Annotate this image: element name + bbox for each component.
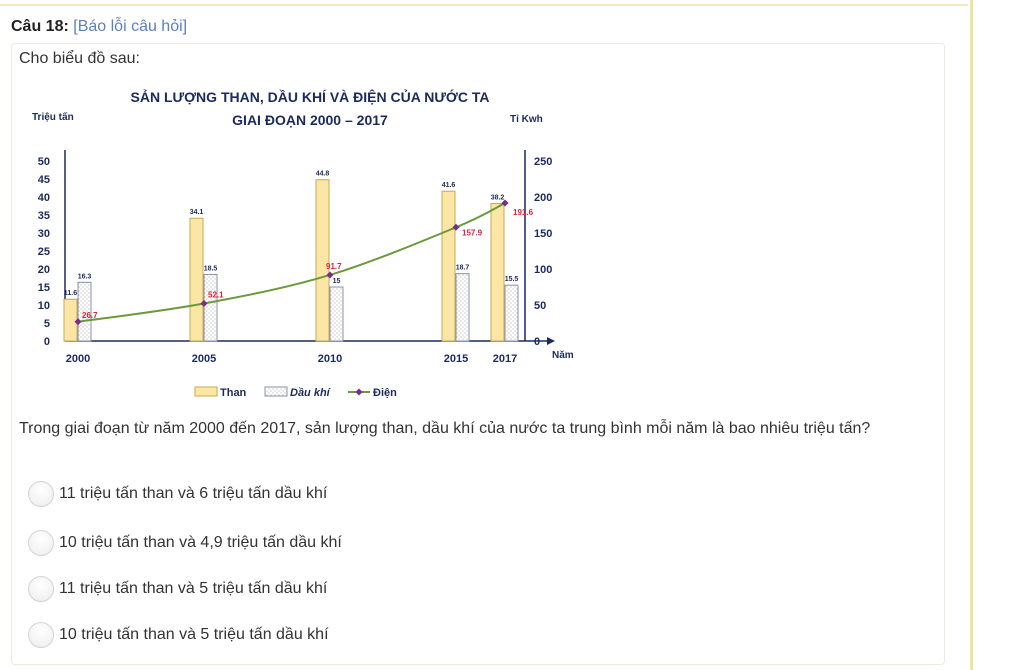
point-dien-label: 26.7 [82, 311, 98, 320]
option-c[interactable]: 11 triệu tấn than và 5 triệu tấn dầu khí [28, 574, 327, 604]
option-d[interactable]: 10 triệu tấn than và 5 triệu tấn dầu khí [28, 620, 329, 650]
y-left-tick-label: 30 [38, 228, 50, 240]
radio-button[interactable] [28, 622, 54, 648]
x-tick-label: 2005 [192, 353, 216, 365]
point-dien [326, 271, 334, 279]
bar-than [315, 179, 330, 342]
bar-than [189, 217, 204, 342]
x-axis-label: Năm [552, 350, 574, 361]
y-left-tick-label: 25 [38, 246, 50, 258]
bar-than [490, 202, 505, 342]
chart-container: SẢN LƯỢNG THAN, DẦU KHÍ VÀ ĐIỆN CỦA NƯỚC… [20, 80, 590, 410]
y-left-tick-label: 5 [44, 318, 50, 330]
x-tick-label: 2017 [493, 353, 517, 365]
bar-dau-khi [203, 273, 218, 342]
point-dien-label: 157.9 [462, 228, 483, 237]
chart-title-line1: SẢN LƯỢNG THAN, DẦU KHÍ VÀ ĐIỆN CỦA NƯỚC… [131, 88, 490, 105]
y-right-tick-label: 50 [534, 300, 546, 312]
radio-button[interactable] [28, 481, 54, 507]
question-text: Trong giai đoạn từ năm 2000 đến 2017, sả… [19, 420, 871, 437]
y-left-tick-label: 20 [38, 264, 50, 276]
bar-dau-khi-label: 16.3 [78, 273, 92, 280]
bar-dau-khi-label: 15.5 [505, 276, 519, 283]
right-border [970, 0, 973, 670]
y-right-tick-label: 100 [534, 264, 552, 276]
x-tick-label: 2010 [318, 353, 342, 365]
legend-label-dau-khi: Dầu khí [290, 387, 332, 399]
option-a[interactable]: 11 triệu tấn than và 6 triệu tấn dầu khí [28, 479, 327, 509]
top-border [0, 0, 968, 6]
option-label: 10 triệu tấn than và 4,9 triệu tấn dầu k… [59, 534, 342, 551]
point-dien-label: 52.1 [208, 290, 224, 299]
point-dien-label: 91.7 [326, 262, 342, 271]
bar-dau-khi-label: 15 [333, 278, 341, 285]
chart: SẢN LƯỢNG THAN, DẦU KHÍ VÀ ĐIỆN CỦA NƯỚC… [32, 88, 574, 399]
y-left-tick-label: 0 [44, 336, 50, 348]
y-right-tick-label: 250 [534, 156, 552, 168]
y-left-tick-label: 35 [38, 210, 50, 222]
line-dien [77, 202, 506, 323]
y-right-tick-label: 150 [534, 228, 552, 240]
option-label: 11 triệu tấn than và 6 triệu tấn dầu khí [59, 485, 328, 502]
point-dien [501, 199, 509, 207]
bar-dau-khi [504, 284, 519, 342]
y-axis-left-label: Triệu tấn [32, 111, 74, 123]
bar-than-label: 11.6 [64, 290, 77, 297]
y-axis-right-label: Tỉ Kwh [510, 114, 543, 125]
bar-than [63, 298, 78, 342]
legend-swatch-dau-khi [264, 386, 288, 397]
y-left-tick-label: 10 [38, 300, 50, 312]
report-error-link[interactable]: [Báo lỗi câu hỏi] [73, 18, 188, 35]
option-label: 10 triệu tấn than và 5 triệu tấn dầu khí [59, 626, 329, 643]
point-dien-label: 191.6 [513, 208, 534, 217]
radio-button[interactable] [28, 576, 54, 602]
y-right-tick-label: 0 [534, 336, 540, 348]
y-right-tick-label: 200 [534, 192, 552, 204]
x-axis-arrow [547, 337, 555, 345]
point-dien [74, 318, 82, 326]
question-number: Câu 18: [11, 18, 69, 35]
bar-dau-khi-label: 18.5 [204, 265, 218, 272]
bar-than-label: 38.2 [491, 194, 505, 201]
legend-marker-dien [355, 388, 363, 396]
question-header: Câu 18: [Báo lỗi câu hỏi] [11, 18, 187, 36]
legend-label-than: Than [220, 387, 247, 399]
y-left-tick-label: 15 [38, 282, 50, 294]
question-intro: Cho biểu đồ sau: [19, 50, 140, 67]
x-tick-label: 2015 [444, 353, 468, 365]
point-dien [200, 299, 208, 307]
bar-dau-khi [329, 286, 344, 342]
point-dien [452, 223, 460, 231]
y-left-tick-label: 50 [38, 156, 50, 168]
bar-dau-khi-label: 18.7 [456, 265, 470, 272]
bar-than-label: 41.6 [442, 182, 456, 189]
x-tick-label: 2000 [66, 353, 90, 365]
option-label: 11 triệu tấn than và 5 triệu tấn dầu khí [59, 580, 328, 597]
y-left-tick-label: 40 [38, 192, 50, 204]
option-b[interactable]: 10 triệu tấn than và 4,9 triệu tấn dầu k… [28, 528, 342, 558]
bar-dau-khi [77, 281, 92, 342]
question-box [11, 43, 945, 665]
bar-than [441, 190, 456, 342]
y-left-tick-label: 45 [38, 174, 50, 186]
radio-button[interactable] [28, 530, 54, 556]
bar-dau-khi [455, 273, 470, 342]
chart-title-line2: GIAI ĐOẠN 2000 – 2017 [232, 112, 388, 128]
legend-label-dien: Điện [373, 387, 397, 399]
legend-swatch-than [194, 386, 218, 397]
bar-than-label: 44.8 [316, 171, 330, 178]
bar-than-label: 34.1 [190, 209, 204, 216]
